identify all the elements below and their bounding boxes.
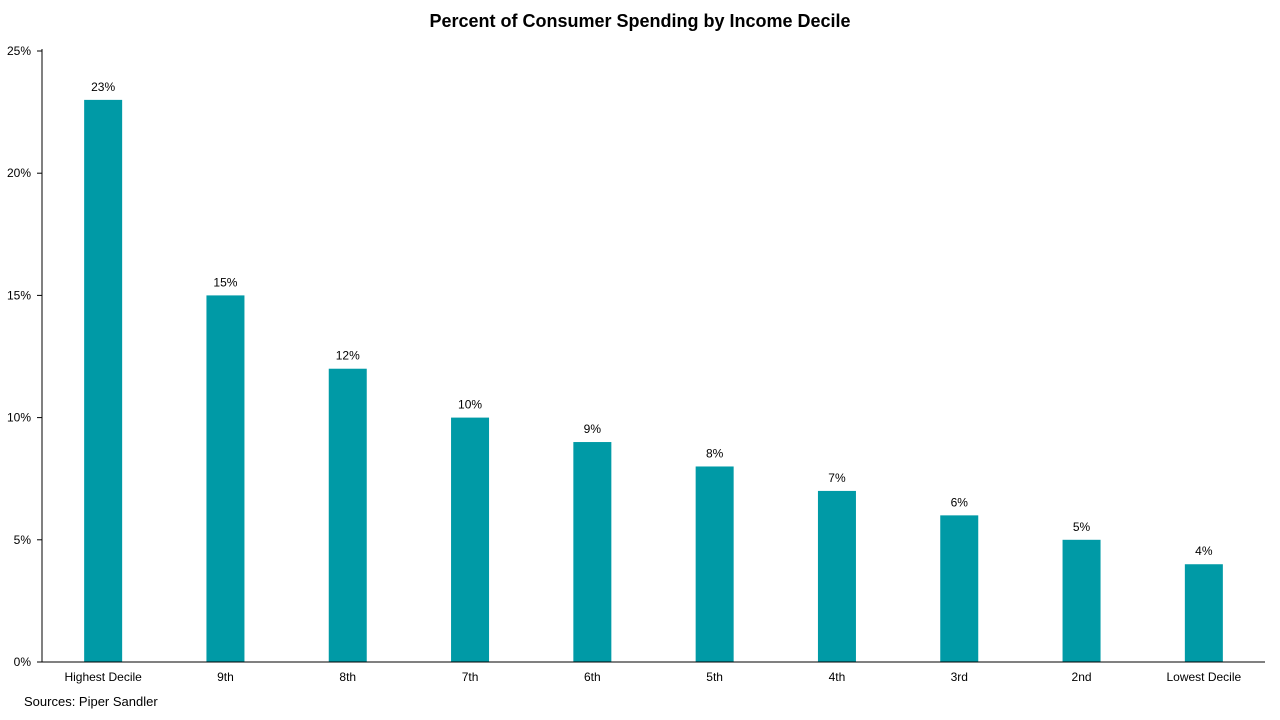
y-tick-label: 10%: [7, 411, 31, 425]
data-label: 12%: [336, 349, 360, 363]
bar: [206, 295, 245, 662]
y-axis: 0% 5% 10% 15% 20% 25%: [7, 44, 43, 669]
bar: [84, 99, 123, 662]
y-tick-label: 25%: [7, 44, 31, 58]
bar: [817, 490, 856, 662]
x-category-label: Highest Decile: [64, 670, 142, 684]
data-label: 7%: [828, 471, 846, 485]
bar: [328, 368, 367, 662]
x-category-label: Lowest Decile: [1166, 670, 1241, 684]
data-label: 5%: [1073, 520, 1091, 534]
x-category-label: 4th: [829, 670, 846, 684]
y-tick-label: 5%: [14, 533, 32, 547]
y-tick-label: 20%: [7, 166, 31, 180]
data-label: 6%: [951, 495, 969, 509]
data-label: 4%: [1195, 544, 1213, 558]
bar: [1062, 539, 1101, 662]
x-axis: Highest Decile 9th 8th 7th 6th 5th 4th 3rd 2nd Lo…: [42, 661, 1265, 684]
x-category-label: 3rd: [951, 670, 968, 684]
x-category-label: 6th: [584, 670, 601, 684]
bar: [940, 515, 979, 662]
x-category-label: 7th: [462, 670, 479, 684]
x-category-label: 8th: [339, 670, 356, 684]
x-category-label: 9th: [217, 670, 234, 684]
bar: [1184, 564, 1223, 662]
data-label: 23%: [91, 80, 115, 94]
data-label: 9%: [584, 422, 602, 436]
bar: [573, 442, 612, 662]
bars: [84, 99, 1223, 662]
bar: [695, 466, 734, 662]
x-category-label: 5th: [706, 670, 723, 684]
x-category-label: 2nd: [1072, 670, 1092, 684]
data-label: 10%: [458, 398, 482, 412]
source-note: Sources: Piper Sandler: [24, 694, 158, 709]
data-labels: 23% 15% 12% 10% 9% 8% 7% 6% 5% 4%: [91, 80, 1213, 558]
y-tick-label: 15%: [7, 288, 31, 302]
data-label: 15%: [213, 275, 237, 289]
chart-title: Percent of Consumer Spending by Income D…: [429, 11, 851, 31]
data-label: 8%: [706, 446, 724, 460]
y-tick-label: 0%: [14, 655, 32, 669]
bar: [451, 417, 490, 662]
